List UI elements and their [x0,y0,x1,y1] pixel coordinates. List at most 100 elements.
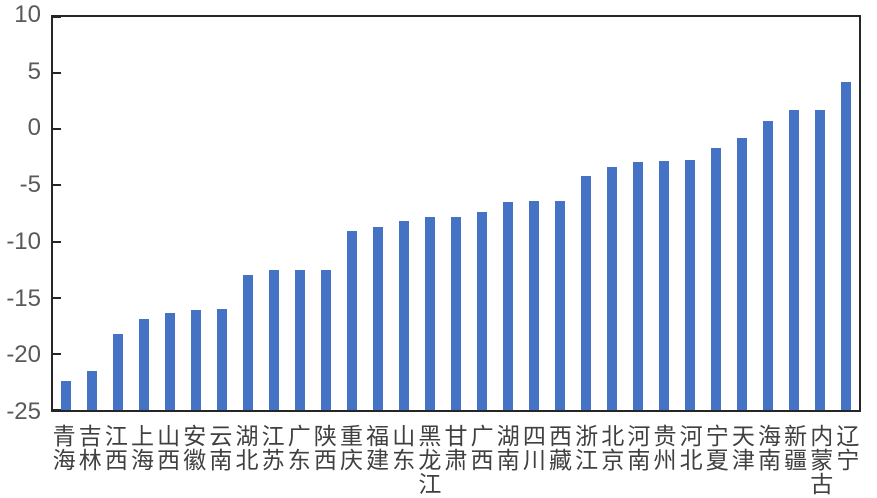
bar-slot [131,17,157,410]
bar [399,221,409,410]
bar-slot [729,17,755,410]
bar-slot [53,17,79,410]
bar-slot [651,17,677,410]
plot-area [51,15,861,412]
bar [139,319,149,410]
y-axis-tick-label: -20 [6,341,41,369]
bar [737,138,747,410]
bar [555,201,565,410]
x-axis-label: 广 西 [470,423,494,473]
x-axis-label: 云 南 [209,423,233,473]
x-axis-label: 甘 肃 [444,423,468,473]
x-axis-label: 江 西 [104,423,128,473]
bar-slot [79,17,105,410]
bar [451,216,461,410]
x-axis-label: 西 藏 [548,423,572,473]
x-axis-label: 新 疆 [784,423,808,473]
y-axis-tick-label: -25 [6,398,41,425]
x-axis: 青 海吉 林江 西上 海山 西安 徽云 南湖 北江 苏广 东陕 西重 庆福 建山… [51,424,861,496]
y-axis-tick-mark [53,72,61,75]
bar-slot [339,17,365,410]
x-axis-label: 海 南 [757,423,781,473]
bar-slot [209,17,235,410]
bar [113,333,123,410]
x-axis-label: 辽 宁 [836,423,860,473]
bar [165,313,175,410]
bar-slot [261,17,287,410]
bar [841,82,851,410]
bar-slot [469,17,495,410]
bar [685,159,695,410]
y-axis-tick-mark [53,352,61,355]
y-axis-tick-mark [53,184,61,187]
y-axis-tick-mark [53,296,61,299]
x-axis-label: 湖 南 [496,423,520,473]
y-axis-tick-label: -10 [6,227,41,255]
x-axis-label: 山 东 [392,423,416,473]
x-axis-label: 青 海 [52,423,76,473]
bar-slot [807,17,833,410]
bar [373,226,383,410]
bar [87,370,97,410]
x-axis-label: 山 西 [157,423,181,473]
bar [607,167,617,410]
x-axis-label: 河 南 [627,423,651,473]
bar [425,216,435,410]
y-axis-tick-label: -5 [19,171,41,199]
bar-slot [183,17,209,410]
bar-slot [521,17,547,410]
bar [529,201,539,410]
bar-slot [287,17,313,410]
y-axis-tick-mark [53,128,61,131]
bar [477,212,487,410]
bar [763,121,773,410]
bar [633,161,643,410]
x-axis-label: 吉 林 [78,423,102,473]
x-axis-label: 四 川 [522,423,546,473]
x-axis-label: 广 东 [287,423,311,473]
bar [243,275,253,410]
bar-slot [599,17,625,410]
bar-slot [391,17,417,410]
bar [711,148,721,410]
x-axis-label: 浙 江 [575,423,599,473]
bar-slot [547,17,573,410]
bar-slot [755,17,781,410]
y-axis-tick-mark [53,240,61,243]
y-axis-tick-mark [53,409,61,411]
y-axis-tick-mark [53,16,61,18]
y-axis-tick-label: 5 [27,57,41,85]
bar-slot [157,17,183,410]
x-axis-label: 贵 州 [653,423,677,473]
bar-slot [365,17,391,410]
bar-slot [417,17,443,410]
x-axis-label: 上 海 [130,423,154,473]
bar [191,310,201,410]
bar [789,110,799,410]
bar-slot [573,17,599,410]
bar-slot [495,17,521,410]
x-axis-label: 内 蒙 古 [810,423,834,497]
x-axis-label: 北 京 [601,423,625,473]
x-axis-label: 黑 龙 江 [418,423,442,497]
bar [659,160,669,410]
bar [503,202,513,410]
x-axis-label: 安 徽 [183,423,207,473]
y-axis-tick-label: 10 [14,1,41,28]
y-axis-tick-label: -15 [6,284,41,312]
bar-slot [313,17,339,410]
y-axis: 10 5 0 -5 -10 -15 -20 -25 [0,3,41,424]
x-axis-label: 重 庆 [339,423,363,473]
bar [815,110,825,410]
x-axis-label: 河 北 [679,423,703,473]
x-axis-label: 陕 西 [313,423,337,473]
bar-slot [443,17,469,410]
bar-series [53,17,859,410]
bar-slot [625,17,651,410]
x-axis-label: 湖 北 [235,423,259,473]
x-axis-label: 江 苏 [261,423,285,473]
bar [61,380,71,410]
bar [321,269,331,410]
x-axis-label: 福 建 [366,423,390,473]
